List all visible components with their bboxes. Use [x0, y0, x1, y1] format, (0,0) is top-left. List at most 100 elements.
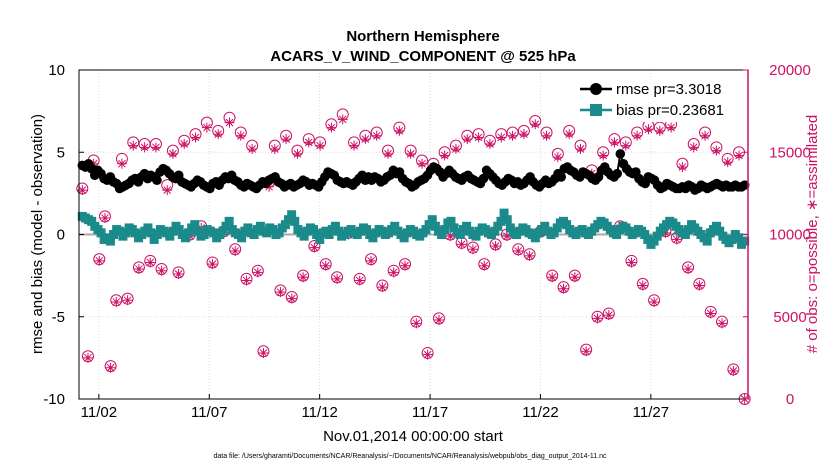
bias-point [471, 231, 481, 241]
x-tick-label: 11/27 [633, 404, 669, 421]
obs-assimilated-point [173, 268, 184, 279]
bias-point [249, 230, 259, 239]
obs-assimilated-point [700, 130, 711, 141]
obs-assimilated-point [592, 313, 603, 324]
obs-assimilated-point [671, 234, 682, 245]
bias-point [727, 234, 737, 244]
y-right-tick-label: 20000 [769, 62, 811, 79]
bias-point [324, 230, 334, 239]
y-left-tick-label: -5 [52, 309, 65, 326]
bias-point [209, 228, 219, 238]
bias-point [449, 223, 459, 233]
bias-point [109, 230, 119, 239]
bias-point [502, 215, 512, 225]
obs-assimilated-point [683, 264, 694, 275]
x-tick-label: 11/12 [301, 404, 337, 421]
x-axis-ticks: 11/02 11/07 11/12 11/17 11/22 11/27 [81, 394, 669, 421]
obs-assimilated-point [213, 129, 224, 140]
obs-assimilated-point [558, 283, 569, 294]
bias-point [493, 221, 503, 231]
bias-series [77, 208, 750, 249]
y-axis-left-label: rmse and bias (model - observation) [29, 114, 46, 354]
bias-point [362, 225, 372, 235]
legend-bias-marker [590, 104, 602, 116]
obs-assimilated-point [139, 142, 150, 153]
bias-point [221, 221, 231, 231]
bias-point [680, 230, 690, 239]
bias-point [174, 225, 184, 235]
obs-assimilated-point [484, 139, 495, 150]
obs-assimilated-point [722, 157, 733, 168]
bias-point [330, 221, 340, 231]
bias-point [424, 220, 434, 230]
bias-point [290, 216, 300, 226]
bias-point [702, 236, 712, 246]
bias-point [284, 215, 294, 225]
bias-point [715, 226, 725, 236]
obs-assimilated-point [524, 250, 535, 261]
legend-bias-label: bias pr=0.23681 [616, 102, 724, 119]
bias-point [562, 220, 572, 230]
obs-assimilated-point [235, 130, 246, 141]
bias-point [274, 228, 284, 238]
obs-assimilated-point [654, 125, 665, 136]
obs-assimilated-point [677, 162, 688, 173]
obs-assimilated-point [705, 308, 716, 319]
obs-assimilated-point [501, 231, 512, 242]
y-right-tick-label: 15000 [769, 144, 811, 161]
bias-point [430, 221, 440, 231]
obs-assimilated-point [371, 130, 382, 141]
bias-point [287, 210, 297, 220]
bias-point [334, 226, 344, 236]
obs-assimilated-point [122, 295, 133, 306]
bias-point [146, 228, 156, 238]
obs-assimilated-point [326, 122, 337, 133]
obs-assimilated-point [354, 275, 365, 286]
bias-point [643, 234, 653, 244]
bias-point [87, 216, 97, 226]
obs-assimilated-point [575, 143, 586, 154]
legend: rmse pr=3.3018 bias pr=0.23681 [576, 79, 744, 122]
obs-assimilated-point [88, 158, 99, 169]
obs-assimilated-point [637, 280, 648, 291]
obs-assimilated-point [190, 132, 201, 143]
y-axis-right-ticks: 20000 15000 10000 5000 0 [743, 62, 811, 408]
obs-assimilated-point [337, 114, 348, 125]
bias-point [399, 233, 409, 243]
bias-point [105, 236, 115, 246]
obs-assimilated-point [547, 272, 558, 283]
bias-point [165, 231, 175, 241]
bias-point [299, 231, 309, 241]
obs-assimilated-point [128, 140, 139, 151]
bias-point [740, 236, 750, 246]
bias-point [237, 233, 247, 243]
y-left-tick-label: -10 [43, 391, 65, 408]
obs-assimilated-point [247, 143, 258, 154]
obs-assimilated-point [688, 142, 699, 153]
bias-point [268, 225, 278, 235]
obs-assimilated-point [377, 282, 388, 293]
bias-point [440, 225, 450, 235]
obs-assimilated-point [445, 231, 456, 242]
bias-point [490, 226, 500, 236]
chart-title-line2: ACARS_V_WIND_COMPONENT @ 525 hPa [270, 48, 576, 65]
bias-point [184, 228, 194, 238]
bias-point [368, 233, 378, 243]
bias-point [505, 223, 515, 233]
y-left-tick-label: 5 [57, 144, 65, 161]
bias-point [683, 225, 693, 235]
obs-assimilated-point [643, 124, 654, 135]
obs-assimilated-point [479, 260, 490, 271]
obs-assimilated-point [116, 158, 127, 169]
obs-assimilated-point [598, 150, 609, 161]
obs-assimilated-point [156, 265, 167, 276]
bias-point [243, 223, 253, 233]
obs-assimilated-point [632, 130, 643, 141]
obs-assimilated-point [439, 150, 450, 161]
obs-assimilated-point [717, 318, 728, 329]
obs-assimilated-point [315, 140, 326, 151]
rmse-point [152, 175, 162, 186]
obs-assimilated-point [207, 259, 218, 270]
obs-assimilated-point [649, 296, 660, 307]
obs-assimilated-point [258, 347, 269, 358]
